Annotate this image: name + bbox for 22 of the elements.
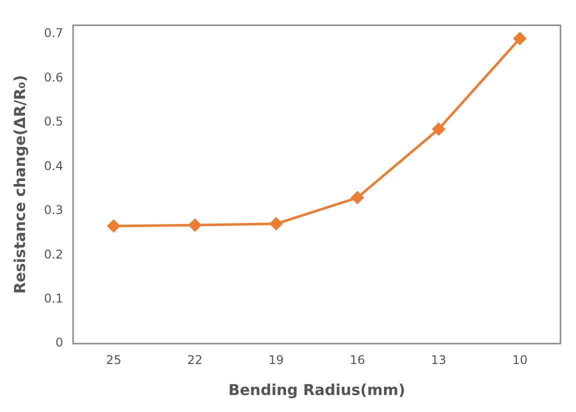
x-tick-label: 16 [350, 352, 366, 367]
point [351, 191, 364, 204]
y-tick-label: 0.6 [44, 70, 64, 84]
x-tick-label: 25 [106, 352, 122, 367]
x-tick-label: 10 [512, 352, 528, 367]
point [514, 32, 526, 45]
point [270, 218, 282, 230]
y-tick-label: 0 [55, 336, 64, 350]
point [107, 220, 120, 232]
x-tick-label: 13 [431, 352, 446, 367]
y-tick-label: 0.7 [44, 26, 64, 40]
x-tick-label: 19 [268, 352, 284, 367]
x-axis-title: Bending Radius(mm) [228, 380, 406, 399]
point [188, 218, 202, 232]
x-tick-label: 22 [187, 352, 203, 367]
y-tick-label: 0.1 [44, 292, 64, 306]
y-tick-label: 0.3 [44, 203, 64, 218]
y-tick-label: 0.2 [44, 247, 64, 262]
y-tick-label: 0.5 [44, 114, 64, 129]
y-tick-label: 0.4 [44, 158, 64, 173]
y-axis-title: Resistance change(ΔR/R₀) [10, 75, 29, 294]
point [432, 122, 445, 136]
